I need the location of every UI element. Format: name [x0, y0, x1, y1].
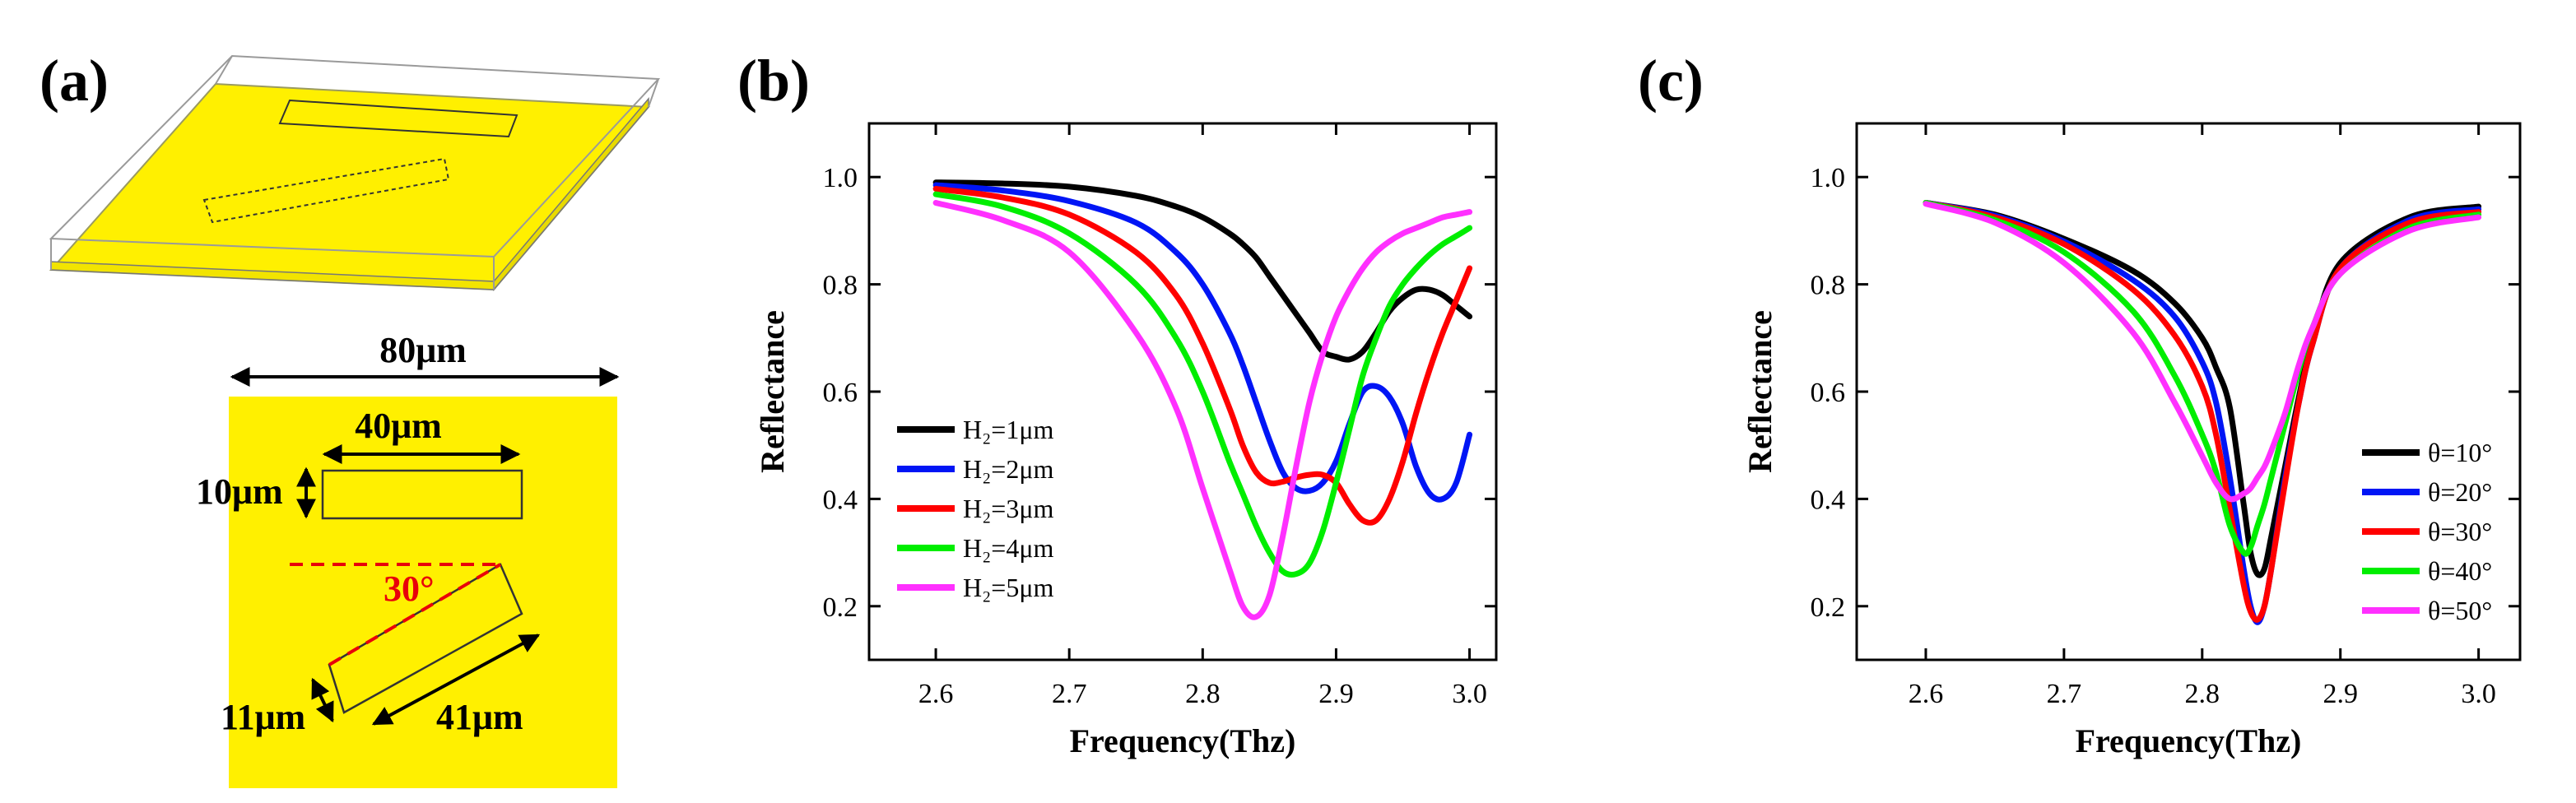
- tilted-width-arrow: [311, 677, 334, 723]
- y-tick-label: 0.6: [1811, 378, 1846, 408]
- slot-straight: [321, 469, 523, 520]
- chart-b: 2.6 2.7 2.8 2.9 3.0 0.2 0.4 0.6 0.8 1.0 Frequency(…: [754, 122, 1498, 759]
- x-tick-label: 2.6: [1909, 679, 1944, 709]
- x-tick-label: 3.0: [2461, 679, 2496, 709]
- y-tick-label: 0.6: [823, 378, 858, 408]
- legend-label-5: H₂=5μm: [963, 573, 1053, 602]
- x-tick-label: 2.8: [2185, 679, 2220, 709]
- angle-label: 30°: [384, 569, 435, 609]
- tilted-length-label: 41μm: [436, 697, 523, 737]
- tilted-width-label: 11μm: [221, 697, 305, 737]
- angle-edge-line: [328, 563, 502, 666]
- series-line-2: [932, 182, 1473, 503]
- legend-label-4: θ=40°: [2428, 556, 2492, 586]
- x-tick-label: 3.0: [1452, 679, 1487, 709]
- slab-3d-slot-tilted: [202, 157, 450, 224]
- x-tick-label: 2.8: [1185, 679, 1221, 709]
- legend-label-1: H₂=1μm: [963, 415, 1053, 444]
- slot-length-label: 40μm: [355, 406, 442, 446]
- legend-label-5: θ=50°: [2428, 596, 2492, 625]
- plot-frame: [1855, 122, 2522, 661]
- legend-label-2: H₂=2μm: [963, 454, 1053, 484]
- y-axis-label: Reflectance: [754, 310, 791, 473]
- series-line-3: [932, 186, 1473, 526]
- series-line-1: [932, 179, 1473, 363]
- y-tick-label: 1.0: [1811, 163, 1846, 193]
- x-tick-label: 2.9: [1318, 679, 1354, 709]
- slab-3d: [49, 54, 661, 292]
- legend-label-4: H₂=4μm: [963, 533, 1053, 563]
- tilted-length-arrow: [371, 634, 541, 726]
- panel-a-label: (a): [40, 48, 109, 114]
- series-line-5: [1923, 201, 2482, 503]
- period-label: 80μm: [379, 330, 467, 370]
- legend-label-1: θ=10°: [2428, 438, 2492, 467]
- x-tick-label: 2.7: [2047, 679, 2082, 709]
- series-line-2: [1923, 200, 2482, 625]
- x-tick-label: 2.9: [2323, 679, 2358, 709]
- x-axis-label: Frequency(Thz): [1070, 722, 1296, 759]
- legend-label-3: H₂=3μm: [963, 494, 1053, 523]
- y-tick-label: 0.8: [1811, 271, 1846, 301]
- y-axis-label: Reflectance: [1741, 310, 1779, 473]
- x-axis-label: Frequency(Thz): [2076, 722, 2302, 759]
- series-line-4: [1923, 200, 2482, 557]
- slab-3d-slot-straight: [278, 99, 518, 138]
- unit-cell-top-view: 80μm 40μm 10μm 30° 11μm 41μm: [196, 330, 620, 788]
- legend-label-2: θ=20°: [2428, 477, 2492, 507]
- x-tick-label: 2.6: [918, 679, 954, 709]
- y-tick-label: 0.4: [1811, 485, 1846, 515]
- chart-c: 2.6 2.7 2.8 2.9 3.0 0.2 0.4 0.6 0.8 1.0 Frequency(…: [1741, 122, 2522, 759]
- y-tick-label: 0.2: [1811, 592, 1846, 623]
- y-tick-label: 1.0: [823, 163, 858, 193]
- y-tick-label: 0.4: [823, 485, 858, 515]
- slot-width-label: 10μm: [196, 471, 283, 512]
- y-tick-label: 0.2: [823, 592, 858, 623]
- series-line-3: [1923, 200, 2482, 623]
- panel-c: (c) 2.6 2.7 2.8 2.9 3.0 0.2 0.4 0.6 0.8 1.0 Freque…: [1638, 48, 2522, 759]
- panel-a: (a) 80μm 40μm 10μm 3: [40, 48, 661, 788]
- x-tick-label: 2.7: [1052, 679, 1087, 709]
- panel-b-label: (b): [737, 48, 810, 114]
- legend-label-3: θ=30°: [2428, 517, 2492, 546]
- panel-b: (b) 2.6 2.7 2.8 2.9 3.0 0.2 0.4 0.6 0.8 1.0 Freque…: [737, 48, 1498, 759]
- y-tick-label: 0.8: [823, 271, 858, 301]
- series-line-5: [932, 200, 1473, 620]
- series-line-4: [932, 191, 1473, 578]
- panel-c-label: (c): [1638, 48, 1704, 114]
